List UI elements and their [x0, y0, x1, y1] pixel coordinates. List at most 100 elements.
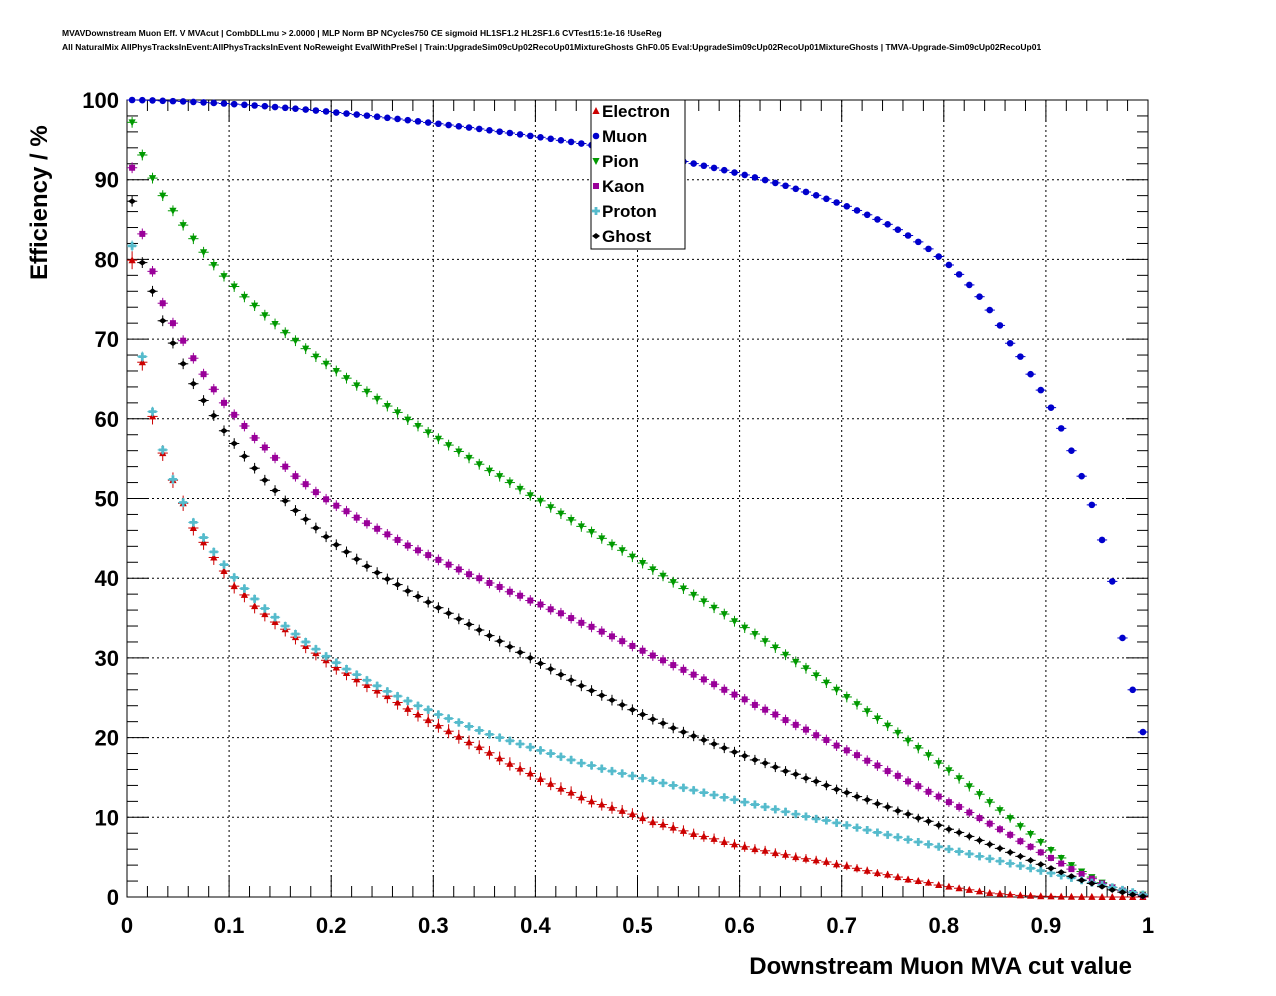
data-point: [895, 226, 902, 233]
data-point: [262, 444, 268, 450]
data-point: [599, 629, 605, 635]
data-point: [752, 702, 758, 708]
data-point: [323, 108, 330, 115]
data-point: [384, 115, 391, 122]
data-point: [854, 752, 860, 758]
data-point: [730, 749, 738, 755]
data-point: [149, 288, 157, 294]
data-point: [669, 781, 677, 789]
y-tick-label: 80: [95, 247, 119, 272]
x-tick-label: 0.2: [316, 913, 347, 938]
data-point: [210, 100, 217, 107]
data-point: [353, 111, 360, 118]
data-point: [905, 232, 912, 239]
data-point: [303, 481, 309, 487]
data-point: [752, 174, 759, 181]
data-point: [679, 729, 687, 735]
data-point: [670, 662, 676, 668]
data-point: [404, 117, 411, 124]
data-point: [1027, 864, 1035, 872]
data-point: [292, 105, 299, 112]
data-point: [589, 624, 595, 630]
data-point: [905, 778, 911, 784]
data-point: [996, 845, 1004, 851]
data-point: [558, 137, 565, 144]
data-point: [1068, 447, 1075, 454]
data-point: [1047, 865, 1055, 871]
data-point: [894, 833, 902, 841]
data-point: [190, 99, 197, 106]
data-point: [1109, 578, 1116, 585]
data-point: [548, 606, 554, 612]
data-point: [976, 837, 984, 843]
data-point: [272, 104, 279, 111]
data-point: [332, 659, 340, 667]
data-point: [261, 604, 269, 612]
data-point: [853, 824, 861, 832]
data-point: [230, 441, 238, 447]
data-point: [394, 692, 402, 700]
data-point: [394, 582, 402, 588]
data-point: [823, 196, 830, 203]
data-point: [1016, 853, 1024, 859]
data-point: [1007, 832, 1013, 838]
data-point: [1079, 871, 1085, 877]
data-point: [445, 610, 453, 616]
data-point: [895, 773, 901, 779]
data-point: [170, 320, 176, 326]
data-point: [1119, 635, 1126, 642]
data-point: [578, 620, 584, 626]
data-point: [485, 633, 493, 639]
data-point: [445, 122, 452, 129]
data-point: [1078, 473, 1085, 480]
data-point: [711, 681, 717, 687]
data-point: [844, 747, 850, 753]
data-point: [701, 676, 707, 682]
data-point: [251, 465, 259, 471]
x-tick-label: 0.1: [214, 913, 245, 938]
data-point: [1038, 849, 1044, 855]
data-point: [669, 725, 677, 731]
x-tick-label: 0.3: [418, 913, 449, 938]
data-point: [885, 768, 891, 774]
data-point: [241, 101, 248, 108]
data-point: [271, 488, 279, 494]
x-tick-label: 0.7: [826, 913, 857, 938]
data-point: [782, 768, 790, 774]
data-point: [404, 697, 412, 705]
data-point: [904, 836, 912, 844]
x-tick-label: 0.4: [520, 913, 551, 938]
data-point: [220, 428, 228, 434]
data-point: [741, 798, 749, 806]
data-point: [1017, 838, 1023, 844]
data-point: [466, 124, 473, 131]
data-point: [965, 850, 973, 858]
legend-label: Kaon: [602, 177, 645, 196]
data-point: [567, 756, 575, 764]
data-point: [628, 707, 636, 713]
data-point: [395, 537, 401, 543]
data-point: [496, 638, 504, 644]
data-point: [772, 711, 778, 717]
x-tick-label: 0.5: [622, 913, 653, 938]
data-point: [751, 757, 759, 763]
data-point: [782, 182, 789, 189]
data-point: [649, 716, 657, 722]
data-point: [874, 762, 880, 768]
data-point: [598, 765, 606, 773]
data-point: [997, 826, 1003, 832]
data-point: [843, 790, 851, 796]
data-point: [374, 113, 381, 120]
data-point: [353, 671, 361, 679]
data-point: [139, 97, 146, 104]
data-point: [373, 570, 381, 576]
data-point: [129, 97, 136, 104]
data-point: [1006, 860, 1014, 868]
data-point: [333, 109, 340, 116]
data-point: [894, 808, 902, 814]
data-point: [608, 697, 616, 703]
data-point: [150, 268, 156, 274]
legend-label: Electron: [602, 102, 670, 121]
data-point: [833, 819, 841, 827]
y-tick-label: 40: [95, 566, 119, 591]
